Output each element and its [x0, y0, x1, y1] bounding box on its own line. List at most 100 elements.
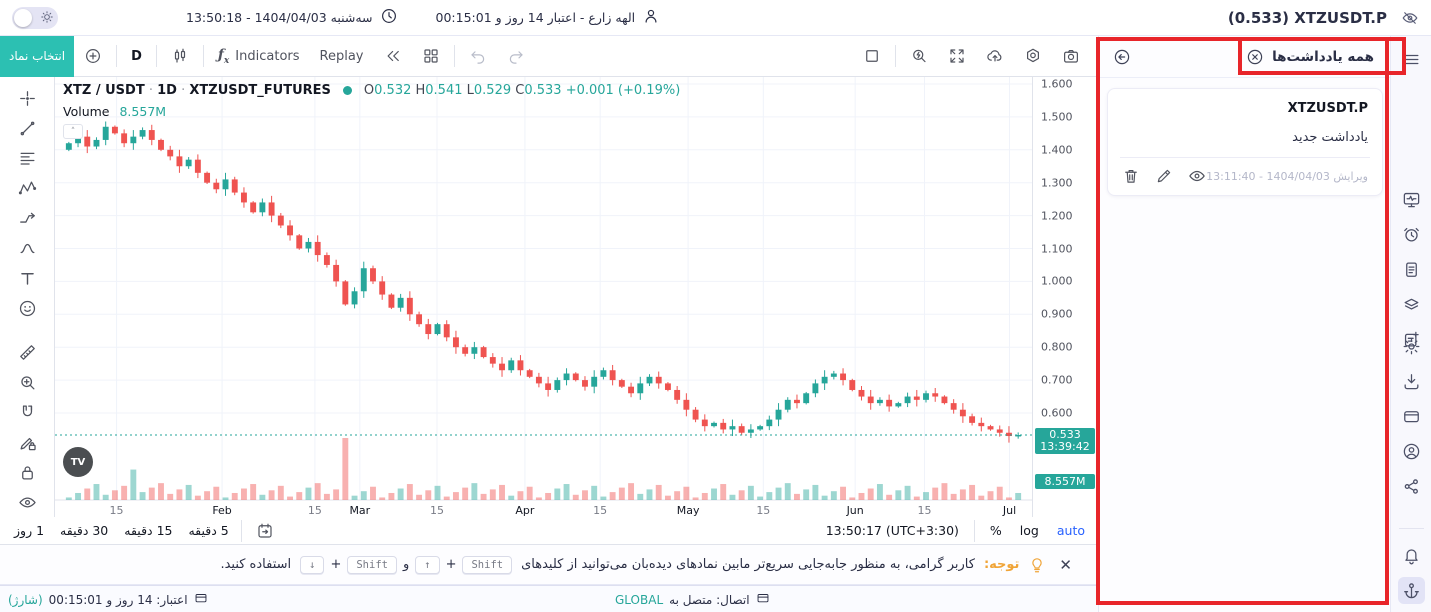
download-icon[interactable]	[1398, 368, 1425, 395]
wallet-icon[interactable]	[1398, 403, 1425, 430]
back-arrow-icon[interactable]	[1113, 48, 1131, 66]
svg-text:Mar: Mar	[349, 504, 370, 517]
text-tool-tool[interactable]	[12, 269, 42, 288]
goto-date-button[interactable]	[246, 517, 284, 545]
zoom-in-tool[interactable]	[12, 373, 42, 392]
emoji-tool[interactable]	[12, 299, 42, 318]
interval-button[interactable]: D	[131, 48, 142, 64]
trend-line-tool[interactable]	[12, 119, 42, 138]
notifications-icon[interactable]	[1398, 542, 1425, 569]
chart-main-area: انتخاب نماد D ƒx Indicators Replay	[0, 35, 1098, 612]
svg-text:Apr: Apr	[515, 504, 535, 517]
kbd-shift: Shift	[347, 555, 397, 574]
user-credit-text: الهه زارع - اعتبار 14 روز و 00:15:01	[435, 10, 636, 25]
fib-retracement-tool[interactable]	[12, 149, 42, 168]
user-account[interactable]: الهه زارع - اعتبار 14 روز و 00:15:01	[436, 7, 661, 28]
quick-search-button[interactable]	[900, 42, 938, 70]
status-bar: اعتبار: 14 روز و 00:15:01 (شارژ) اتصال: …	[0, 585, 1098, 612]
candlestick-chart[interactable]: 15 Feb 15 Mar 15 Apr 15 May 15 Jun 15 Jul	[55, 77, 1032, 517]
legend-interval[interactable]: 1D	[157, 83, 177, 98]
snapshot-button[interactable]	[1052, 42, 1090, 70]
share-icon[interactable]	[1398, 473, 1425, 500]
svg-text:15: 15	[918, 504, 932, 517]
market-monitor-icon[interactable]	[1398, 186, 1425, 213]
redo-button[interactable]	[497, 42, 535, 70]
connection-icon	[756, 591, 770, 608]
legend-collapse-button[interactable]: ˄	[63, 124, 83, 139]
connection-text: اتصال: متصل به	[669, 592, 750, 607]
chart-plot[interactable]: XTZ / USDT · 1D · XTZUSDT_FUTURES O0.532…	[55, 77, 1032, 517]
network-name: GLOBAL	[615, 592, 664, 607]
layers-icon[interactable]	[1398, 291, 1425, 318]
chart-toolbar: انتخاب نماد D ƒx Indicators Replay	[0, 35, 1098, 77]
undo-button[interactable]	[459, 42, 497, 70]
right-icon-rail	[1390, 36, 1431, 612]
layout-grid-button[interactable]	[412, 42, 450, 70]
note-footer: ویرایش 1404/04/03 - 13:11:40	[1122, 167, 1368, 185]
note-card[interactable]: XTZUSDT.P یادداشت جدید ویرایش 1404/04/03…	[1107, 88, 1383, 196]
replay-button[interactable]: Replay	[310, 42, 374, 70]
xabcd-pattern-tool[interactable]	[12, 179, 42, 198]
settings-icon[interactable]	[1398, 333, 1425, 360]
svg-text:15: 15	[756, 504, 770, 517]
current-price-tag: 0.533 13:39:42	[1035, 428, 1095, 454]
alerts-icon[interactable]	[1398, 221, 1425, 248]
divider	[116, 45, 118, 67]
magnet-tool[interactable]	[12, 403, 42, 422]
rewind-button[interactable]	[374, 42, 412, 70]
edit-note-icon[interactable]	[1155, 167, 1173, 185]
clock-utc[interactable]: 13:50:17 (UTC+3:30)	[825, 523, 959, 538]
market-status-dot	[342, 86, 352, 95]
timeframe-button[interactable]: 15 دقیقه	[124, 523, 173, 538]
eye-off-icon[interactable]	[1401, 9, 1419, 27]
menu-icon[interactable]	[1398, 46, 1425, 73]
tradingview-logo: TV	[63, 447, 93, 477]
hide-drawings-tool[interactable]	[12, 493, 42, 512]
percent-scale-button[interactable]: %	[989, 523, 1002, 538]
note-edited-date: ویرایش 1404/04/03 - 13:11:40	[1206, 169, 1368, 183]
crosshair-tool[interactable]	[12, 89, 42, 108]
lock-all-tool[interactable]	[12, 463, 42, 482]
price-tick: 0.900	[1041, 307, 1073, 321]
brush-tool[interactable]	[12, 239, 42, 258]
long-position-tool[interactable]	[12, 209, 42, 228]
edit-lock-tool[interactable]	[12, 433, 42, 452]
price-axis[interactable]: 0.533 13:39:42 8.557M 1.600 1.500 1.400 1.3…	[1032, 77, 1098, 517]
svg-text:May: May	[677, 504, 700, 517]
price-tick: 1.000	[1041, 274, 1073, 288]
view-note-icon[interactable]	[1188, 167, 1206, 185]
auto-scale-button[interactable]: auto	[1056, 523, 1085, 538]
ruler-tool[interactable]	[12, 343, 42, 362]
fullscreen-button[interactable]	[938, 42, 976, 70]
candle-style-button[interactable]	[161, 42, 199, 70]
cloud-save-button[interactable]	[976, 42, 1014, 70]
log-scale-button[interactable]: log	[1019, 523, 1039, 538]
timeframe-button[interactable]: 30 دقیقه	[60, 523, 109, 538]
legend-pair[interactable]: XTZ / USDT	[63, 83, 145, 98]
svg-text:15: 15	[593, 504, 607, 517]
select-symbol-button[interactable]: انتخاب نماد	[0, 35, 75, 77]
note-body: یادداشت جدید	[1292, 130, 1368, 145]
single-layout-button[interactable]	[853, 42, 891, 70]
profile-icon[interactable]	[1398, 438, 1425, 465]
add-symbol-button[interactable]	[74, 42, 112, 70]
theme-toggle[interactable]	[12, 6, 58, 29]
price-tick: 1.600	[1041, 77, 1073, 91]
anchor-link-icon[interactable]	[1398, 577, 1425, 604]
cloud-upload-icon	[986, 47, 1004, 65]
notes-panel-header: همه یادداشت‌ها	[1099, 36, 1390, 78]
charge-link[interactable]: (شارژ)	[8, 592, 43, 607]
chart-settings-button[interactable]	[1014, 42, 1052, 70]
legend-market[interactable]: XTZUSDT_FUTURES	[189, 83, 331, 98]
timeframe-button[interactable]: 1 روز	[14, 523, 45, 538]
notice-close-icon[interactable]: ✕	[1059, 555, 1072, 574]
delete-note-icon[interactable]	[1122, 167, 1140, 185]
price-tick: 1.300	[1041, 176, 1073, 190]
indicators-button[interactable]: ƒx Indicators	[208, 42, 310, 70]
notes-icon[interactable]	[1398, 256, 1425, 283]
notes-close-icon[interactable]	[1246, 48, 1264, 66]
credit-text: اعتبار: 14 روز و 00:15:01	[48, 592, 188, 607]
price-tick: 0.600	[1041, 406, 1073, 420]
timeframe-button[interactable]: 5 دقیقه	[188, 523, 229, 538]
notice-tail: استفاده کنید.	[220, 557, 292, 572]
